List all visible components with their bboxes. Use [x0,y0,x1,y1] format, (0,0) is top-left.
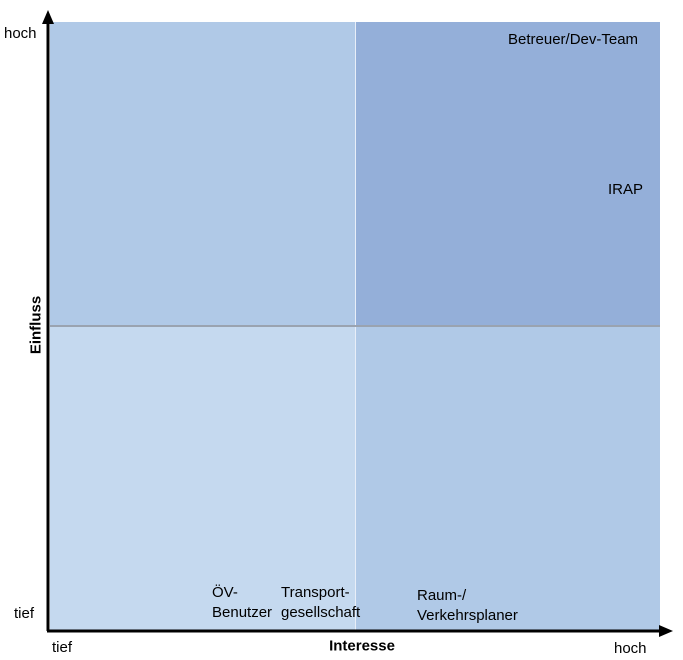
x-axis-high-label: hoch [614,640,647,657]
stakeholder-transportgesellschaft: Transport- gesellschaft [281,583,360,623]
stakeholder-raum-line1: Raum-/ [417,587,467,604]
y-axis-title: Einfluss [27,295,45,355]
stakeholder-oev-benutzer: ÖV- Benutzer [212,583,272,623]
horizontal-divider [50,325,660,327]
stakeholder-transport-line1: Transport- [281,584,350,601]
quadrant-low-influence-high-interest [356,326,660,630]
quadrant-low-influence-low-interest [50,326,355,630]
x-axis-arrow [659,625,673,637]
stakeholder-oev-line1: ÖV- [212,584,238,601]
stakeholder-betreuer-dev-team: Betreuer/Dev-Team [508,31,639,48]
stakeholder-oev-line2: Benutzer [212,604,273,621]
y-axis-arrow [42,10,54,24]
x-axis-low-label: tief [52,639,73,656]
x-axis-title: Interesse [329,637,395,655]
stakeholder-transport-line2: gesellschaft [281,604,361,621]
quadrant-high-influence-low-interest [50,22,355,326]
stakeholder-raum-line2: Verkehrsplaner [417,607,518,624]
stakeholder-irap: IRAP [608,181,644,198]
stakeholder-raum-verkehrsplaner: Raum-/ Verkehrsplaner [417,586,518,626]
y-axis-high-label: hoch [4,25,37,42]
quadrant-high-influence-high-interest [356,22,660,326]
y-axis-low-label: tief [14,605,35,622]
